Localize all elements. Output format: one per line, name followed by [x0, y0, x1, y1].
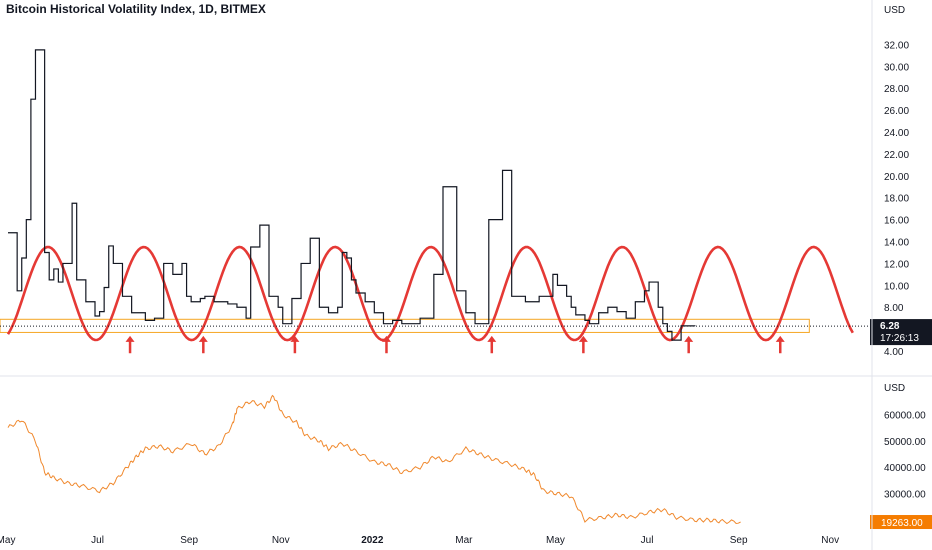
x-tick-label: Nov — [821, 535, 839, 546]
price-axis-unit: USD — [884, 5, 905, 16]
btc-last-badge-bg — [870, 515, 932, 530]
x-tick-label: Jul — [641, 535, 654, 546]
lower-y-tick: 40000.00 — [884, 463, 926, 474]
x-tick-label: May — [0, 535, 15, 546]
upper-y-tick: 24.00 — [884, 128, 909, 139]
btc-last-badge: 19263.00 — [870, 515, 932, 530]
btc-last-value-text: 19263.00 — [881, 518, 923, 529]
lower-y-tick: 50000.00 — [884, 437, 926, 448]
cycle-arrow-icon — [487, 335, 497, 354]
x-tick-label: Sep — [730, 535, 748, 546]
upper-y-tick: 16.00 — [884, 216, 909, 227]
cycle-arrow-icon — [125, 335, 135, 354]
x-tick-label: Nov — [272, 535, 290, 546]
upper-y-tick: 28.00 — [884, 84, 909, 95]
upper-y-axis[interactable]: 32.00 30.00 28.00 26.00 24.00 22.00 20.00 18.00… — [884, 40, 909, 358]
btc-price-pane: USD 60000.00 50000.00 40000.00 30000.00 192… — [7, 383, 932, 530]
lower-y-tick: 60000.00 — [884, 410, 926, 421]
x-tick-label: Jul — [91, 535, 104, 546]
btc-price-line — [7, 394, 741, 525]
volatility-pane: Bitcoin Historical Volatility Index, 1D,… — [0, 2, 932, 358]
x-tick-label: May — [546, 535, 565, 546]
upper-y-tick: 26.00 — [884, 106, 909, 117]
upper-y-tick: 32.00 — [884, 40, 909, 51]
volatility-series-line — [8, 49, 696, 341]
upper-y-tick: 12.00 — [884, 259, 909, 270]
x-tick-label: Sep — [180, 535, 198, 546]
upper-y-tick: 18.00 — [884, 194, 909, 205]
chart-title: Bitcoin Historical Volatility Index, 1D,… — [6, 2, 266, 16]
upper-y-tick: 30.00 — [884, 62, 909, 73]
upper-y-tick: 14.00 — [884, 238, 909, 249]
upper-y-tick: 20.00 — [884, 172, 909, 183]
x-tick-label: 2022 — [361, 535, 384, 546]
x-tick-label: Mar — [455, 535, 473, 546]
cycle-arrows — [125, 335, 785, 354]
upper-y-tick: 4.00 — [884, 347, 904, 358]
cycle-arrow-icon — [578, 335, 588, 354]
lower-axis-unit: USD — [884, 383, 905, 394]
support-band-rect — [0, 318, 810, 333]
cycle-arrow-icon — [684, 335, 694, 354]
cycle-arrow-icon — [290, 335, 300, 354]
upper-y-tick: 10.00 — [884, 281, 909, 292]
last-value-badge-bg — [870, 319, 932, 346]
cycle-arrow-icon — [198, 335, 208, 354]
cycle-arrow-icon — [775, 335, 785, 354]
upper-y-tick: 8.00 — [884, 303, 904, 314]
last-value-text: 6.28 — [880, 321, 900, 332]
cycle-arrow-icon — [381, 335, 391, 354]
support-band — [0, 318, 810, 333]
time-axis[interactable]: May Jul Sep Nov 2022 Mar May Jul Sep Nov — [0, 535, 839, 546]
lower-y-axis[interactable]: 60000.00 50000.00 40000.00 30000.00 — [884, 410, 926, 500]
cycle-sine-wave — [6, 245, 854, 342]
countdown-text: 17:26:13 — [880, 333, 919, 344]
upper-y-tick: 22.00 — [884, 150, 909, 161]
lower-y-tick: 30000.00 — [884, 490, 926, 501]
last-value-badge: 6.28 17:26:13 — [870, 319, 932, 346]
